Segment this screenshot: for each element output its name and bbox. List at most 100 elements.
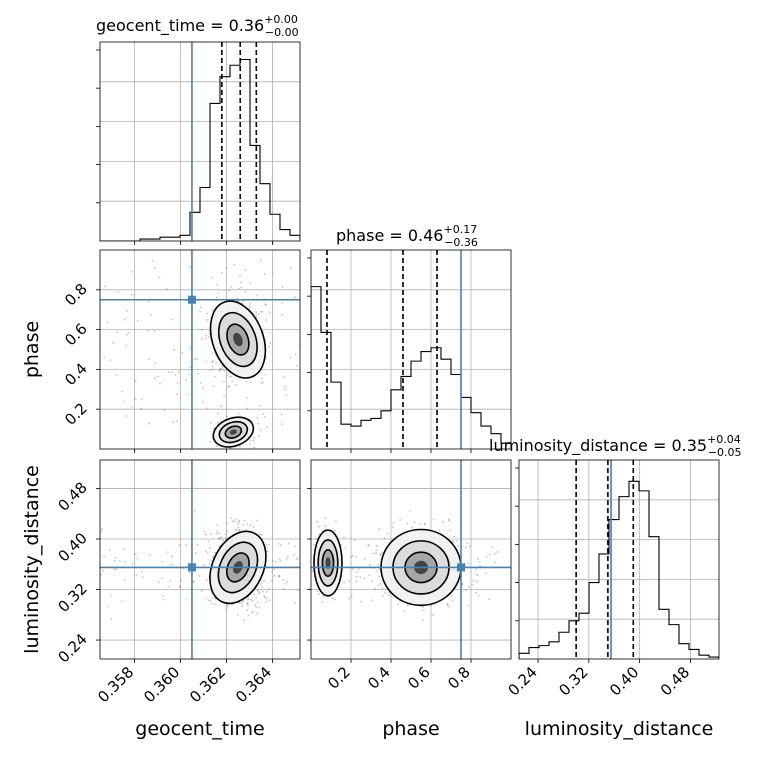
truth-marker	[457, 563, 465, 572]
sample-point	[216, 422, 219, 425]
sample-point	[375, 544, 378, 547]
sample-point	[382, 595, 384, 598]
sample-point	[286, 580, 289, 583]
sample-point	[209, 422, 212, 424]
sample-point	[467, 604, 470, 607]
panel-plot-area	[100, 42, 300, 241]
sample-point	[214, 551, 217, 554]
sample-point	[379, 553, 382, 556]
sample-point	[249, 302, 252, 305]
sample-point	[286, 555, 289, 558]
sample-point	[206, 319, 209, 321]
sample-point	[262, 590, 265, 593]
sample-point	[214, 375, 216, 378]
sample-point	[265, 597, 268, 600]
sample-point	[256, 519, 259, 522]
sample-point	[211, 596, 214, 599]
sample-point	[384, 592, 387, 595]
sample-point	[123, 318, 126, 321]
sample-point	[306, 581, 308, 583]
sample-point	[202, 387, 204, 390]
sample-point	[264, 373, 267, 376]
sample-point	[117, 291, 120, 294]
sample-point	[223, 394, 226, 397]
sample-point	[218, 532, 221, 535]
sample-point	[230, 286, 232, 288]
sample-point	[166, 551, 169, 553]
sample-point	[392, 522, 395, 524]
sample-point	[281, 423, 284, 426]
sample-point	[268, 543, 270, 546]
sample-point	[255, 294, 258, 297]
sample-point	[379, 554, 382, 557]
sample-point	[451, 595, 453, 598]
sample-point	[432, 518, 435, 521]
sample-point	[123, 400, 126, 403]
sample-point	[110, 618, 113, 620]
sample-point	[279, 560, 282, 562]
sample-point	[271, 571, 273, 573]
sample-point	[226, 530, 228, 533]
sample-point	[409, 509, 411, 512]
sample-point	[220, 272, 223, 274]
sample-point	[243, 519, 246, 522]
sample-point	[100, 573, 103, 576]
sample-point	[246, 609, 249, 612]
sample-point	[227, 385, 230, 388]
sample-point	[199, 310, 201, 313]
sample-point	[259, 429, 262, 432]
sample-point	[211, 276, 214, 279]
sample-point	[115, 374, 118, 376]
sample-point	[215, 296, 218, 299]
sample-point	[150, 313, 153, 316]
sample-point	[248, 307, 251, 310]
sample-point	[448, 529, 451, 532]
sample-point	[274, 561, 277, 564]
sample-point	[176, 393, 178, 396]
y-tick-label: 0.48	[54, 479, 90, 515]
sample-point	[311, 570, 314, 573]
sample-point	[318, 533, 321, 536]
sample-point	[373, 552, 376, 555]
sample-point	[200, 589, 203, 592]
sample-point	[324, 525, 327, 528]
sample-point	[368, 564, 371, 566]
sample-point	[250, 598, 253, 601]
sample-point	[131, 562, 134, 565]
sample-point	[316, 590, 319, 593]
sample-point	[171, 563, 174, 566]
sample-point	[214, 597, 216, 600]
sample-point	[241, 302, 244, 305]
y-tick-label: 0.40	[54, 529, 90, 565]
sample-point	[259, 591, 261, 594]
sample-point	[233, 263, 236, 266]
sample-point	[101, 528, 103, 531]
sample-point	[422, 609, 425, 612]
sample-point	[200, 337, 203, 340]
panel-frame	[99, 249, 301, 450]
sample-point	[322, 595, 324, 597]
sample-point	[268, 599, 271, 602]
sample-point	[451, 599, 454, 602]
sample-point	[245, 396, 248, 399]
x-tick-label: 0.48	[657, 663, 693, 699]
sample-point	[493, 552, 496, 555]
sample-point	[455, 540, 458, 542]
sample-point	[195, 552, 197, 555]
sample-point	[424, 523, 426, 526]
sample-point	[397, 603, 400, 605]
sample-point	[102, 569, 104, 572]
sample-point	[189, 366, 192, 369]
panel-phase-vs-geocent_time	[96, 249, 301, 453]
sample-point	[212, 359, 215, 362]
sample-point	[348, 580, 350, 582]
panel-title: geocent_time = 0.36+0.00 −0.00	[96, 13, 299, 39]
sample-point	[141, 576, 144, 578]
y-tick-label: 0.32	[54, 580, 90, 616]
sample-point	[469, 545, 471, 548]
sample-point	[375, 552, 378, 555]
sample-point	[176, 381, 179, 384]
y-tick-label: 0.8	[61, 280, 91, 310]
sample-point	[147, 300, 150, 303]
sample-point	[113, 568, 115, 571]
